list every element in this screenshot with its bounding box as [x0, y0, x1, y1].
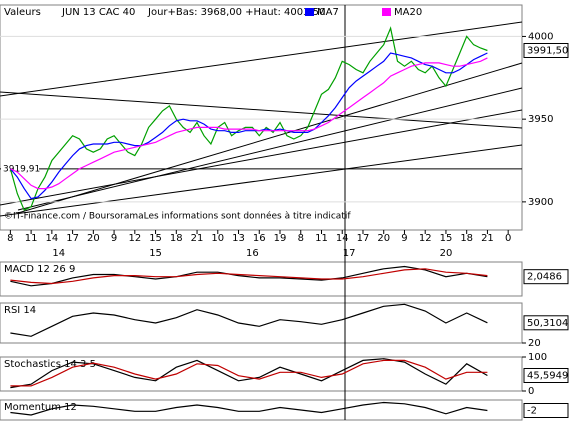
- series-line: [10, 303, 488, 337]
- x-tick-label: 8: [298, 233, 304, 244]
- legend-label: MA7: [317, 7, 339, 18]
- day-label: 17: [343, 248, 356, 259]
- y-tick-label: 4000: [528, 31, 553, 42]
- x-tick-label: 15: [440, 233, 453, 244]
- value-label: 3991,50: [527, 45, 568, 56]
- x-tick-label: 19: [274, 233, 287, 244]
- y-tick-label: 100: [528, 352, 547, 363]
- x-tick-label: 11: [25, 233, 38, 244]
- y-tick-label: 0: [528, 386, 534, 397]
- value-label: 45,5949: [527, 370, 568, 381]
- panel: [0, 399, 523, 421]
- trend-line: [17, 62, 523, 214]
- x-tick-label: 13: [232, 233, 245, 244]
- y-tick-label: 3950: [528, 114, 553, 125]
- y-tick-label: 20: [528, 338, 541, 349]
- x-tick-label: 9: [401, 233, 407, 244]
- x-tick-label: 8: [7, 233, 13, 244]
- series-line: [10, 268, 488, 285]
- panel: [0, 4, 523, 231]
- value-label: 50,3104: [527, 318, 568, 329]
- x-tick-label: 0: [505, 233, 511, 244]
- series-line: [10, 57, 488, 190]
- trend-lines: [0, 5, 523, 420]
- x-tick-label: 18: [170, 233, 183, 244]
- subtitle: Jour+Bas: 3968,00 +Haut: 4003,50: [147, 7, 325, 18]
- x-tick-label: 17: [357, 233, 370, 244]
- day-label: 15: [149, 248, 162, 259]
- panel: [0, 302, 523, 344]
- trend-line: [0, 144, 523, 217]
- x-tick-label: 11: [315, 233, 328, 244]
- panel-title: RSI 14: [4, 305, 36, 316]
- x-tick-label: 9: [111, 233, 117, 244]
- x-tick-label: 14: [336, 233, 349, 244]
- value-box: [523, 42, 569, 58]
- series-line: [9, 52, 488, 200]
- value-box: [523, 367, 569, 383]
- x-tick-label: 16: [253, 233, 266, 244]
- panel-title: MACD 12 26 9: [4, 264, 75, 275]
- panel-title: Stochastics 14 3 5: [4, 359, 96, 370]
- value-box: [523, 315, 569, 331]
- panel-title: Momentum 12: [4, 402, 77, 413]
- x-tick-label: 21: [481, 233, 494, 244]
- x-tick-label: 14: [45, 233, 58, 244]
- x-tick-label: 10: [211, 233, 224, 244]
- x-tick-label: 20: [377, 233, 390, 244]
- trend-line: [17, 87, 523, 211]
- chart-title: JUN 13 CAC 40: [61, 7, 135, 18]
- x-tick-label: 20: [87, 233, 100, 244]
- value-box: [523, 403, 569, 418]
- x-tick-label: 15: [149, 233, 162, 244]
- trend-line: [0, 91, 523, 129]
- series-line: [10, 359, 488, 387]
- x-tick-label: 18: [460, 233, 473, 244]
- legend-label: MA20: [394, 7, 422, 18]
- series-line: [10, 401, 488, 416]
- level-label: 3919,91: [3, 164, 40, 174]
- legend-swatch: [382, 8, 391, 16]
- x-tick-label: 12: [128, 233, 141, 244]
- panel: [0, 356, 523, 392]
- trend-line: [0, 109, 523, 206]
- copyright: ©IT-Finance.com / BoursoramaLes informat…: [4, 211, 351, 222]
- x-tick-label: 12: [419, 233, 432, 244]
- level-box: [1, 162, 39, 175]
- value-label: -2: [527, 406, 537, 417]
- day-label: 20: [440, 248, 453, 259]
- value-box: [523, 269, 569, 285]
- x-tick-label: 21: [191, 233, 204, 244]
- panel: [0, 261, 523, 297]
- trend-line: [0, 21, 523, 97]
- menu: Valeurs: [4, 7, 41, 18]
- value-label: 2,0486: [527, 272, 562, 283]
- day-label: 14: [52, 248, 65, 259]
- series-line: [10, 265, 488, 287]
- x-tick-label: 17: [66, 233, 79, 244]
- day-label: 16: [246, 248, 259, 259]
- legend-swatch: [305, 8, 314, 16]
- series-line: [9, 26, 488, 211]
- y-tick-label: 3900: [528, 197, 553, 208]
